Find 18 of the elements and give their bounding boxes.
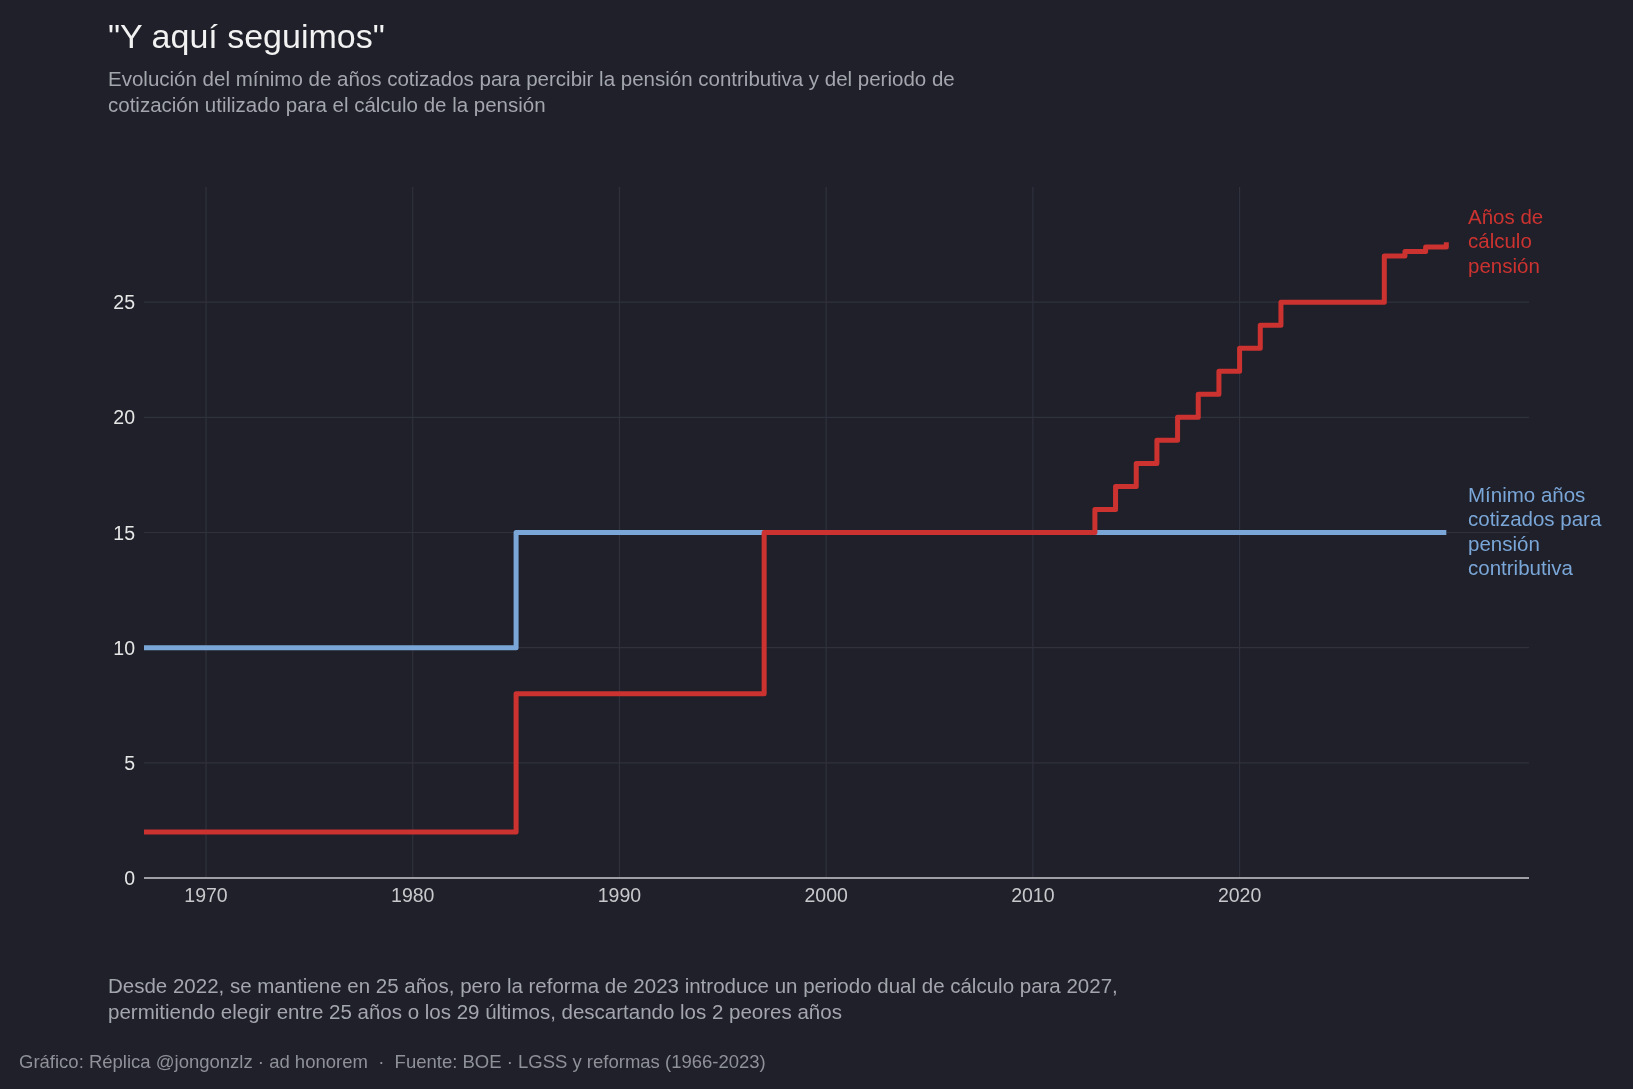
text: Gráfico: Réplica @jongonzlz · ad honorem · Fuente: BOE · LGSS y reformas (1966-2023): [19, 1051, 766, 1072]
x-tick-label: 2000: [804, 884, 848, 906]
chart-title: "Y aquí seguimos": [108, 17, 385, 55]
text: Desde 2022, se mantiene en 25 años, pero la reforma de 2023 introduce un periodo dual de cálculo para 2027, permitiendo elegir entre 25 años o los 29 últimos, descartando los 2 peores años: [108, 974, 1118, 1023]
y-tick-label: 5: [124, 751, 136, 774]
y-tick-label: 0: [124, 867, 136, 889]
x-tick-label: 2020: [1217, 884, 1262, 906]
series-label: Mínimo años cotizados para pensión contributiva: [1468, 482, 1602, 580]
x-tick-label: 1990: [597, 884, 642, 906]
y-tick-label: 15: [113, 521, 136, 544]
y-tick-label: 25: [113, 291, 136, 314]
x-tick-label: 1980: [391, 884, 435, 906]
y-tick-label: 20: [113, 406, 136, 429]
x-tick-label: 1970: [184, 884, 228, 906]
chart-subtitle: Evolución del mínimo de años cotizados para percibir la pensión contributiva y del periodo de cotización utilizado para el cálculo de la pensión: [108, 67, 955, 116]
x-tick-label: 2010: [1011, 884, 1055, 906]
y-tick-label: 10: [113, 636, 136, 659]
series-label: Años de cálculo pensión: [1468, 204, 1544, 277]
